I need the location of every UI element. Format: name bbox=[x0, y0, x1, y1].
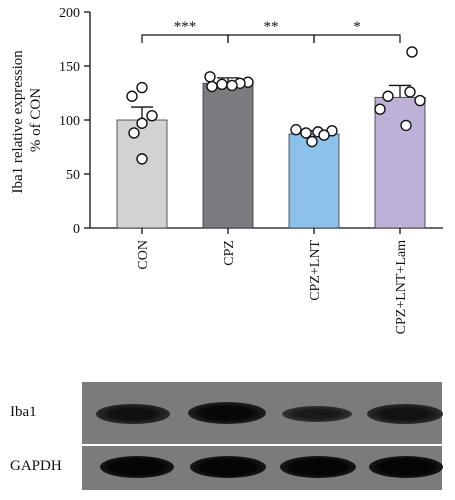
iba1-band-cpz-lnt-lam bbox=[367, 404, 443, 424]
significance-label: * bbox=[353, 19, 361, 35]
x-tick-label: CPZ+LNT bbox=[308, 240, 323, 301]
x-tick-label: CPZ bbox=[222, 240, 237, 266]
y-tick-label: 100 bbox=[59, 114, 80, 129]
significance-bracket-2 bbox=[313, 34, 401, 43]
y-tick-label: 200 bbox=[59, 6, 80, 21]
data-point bbox=[146, 109, 158, 122]
data-point bbox=[318, 129, 330, 141]
data-point bbox=[206, 80, 218, 93]
gapdh-band-cpz-lnt bbox=[280, 456, 356, 478]
data-point bbox=[382, 90, 394, 102]
western-blot-iba1 bbox=[82, 382, 443, 444]
data-point bbox=[290, 124, 302, 136]
data-point bbox=[204, 71, 216, 83]
significance-label: ** bbox=[264, 19, 279, 35]
iba1-band-cpz bbox=[188, 402, 266, 424]
significance-bracket-1 bbox=[227, 34, 315, 43]
data-point bbox=[226, 79, 238, 92]
data-point bbox=[300, 127, 312, 139]
y-tick-label: 150 bbox=[59, 60, 80, 75]
blot-label-iba1: Iba1 bbox=[10, 404, 37, 420]
iba1-band-con bbox=[96, 404, 170, 424]
y-tick-label: 0 bbox=[73, 222, 80, 237]
western-blot-gapdh bbox=[82, 446, 443, 490]
data-point bbox=[406, 46, 418, 58]
bar-chart: Iba1 relative expression % of CON 0 50 100… bbox=[10, 6, 443, 334]
data-point bbox=[136, 81, 148, 94]
gapdh-band-con bbox=[100, 456, 174, 478]
data-point bbox=[216, 78, 228, 91]
data-point bbox=[126, 90, 138, 102]
data-point bbox=[414, 94, 426, 107]
data-point bbox=[404, 86, 416, 98]
bar-3 bbox=[374, 96, 426, 229]
gapdh-band-cpz bbox=[190, 456, 266, 478]
data-point bbox=[136, 117, 148, 129]
bar-0 bbox=[116, 119, 168, 229]
y-axis-label-line1: Iba1 relative expression bbox=[10, 50, 26, 194]
y-tick-label: 50 bbox=[66, 168, 80, 183]
significance-label: *** bbox=[174, 19, 197, 35]
data-point bbox=[306, 135, 318, 148]
significance-bracket-0 bbox=[141, 34, 229, 43]
y-axis-label-line2: % of CON bbox=[28, 88, 44, 152]
bar-2 bbox=[288, 133, 340, 229]
y-axis-label: Iba1 relative expression % of CON bbox=[10, 46, 44, 193]
data-point bbox=[400, 119, 412, 132]
data-point bbox=[136, 153, 148, 165]
bar-1 bbox=[202, 82, 254, 229]
blot-label-gapdh: GAPDH bbox=[10, 458, 62, 474]
iba1-band-cpz-lnt bbox=[282, 406, 352, 422]
gapdh-band-cpz-lnt-lam bbox=[369, 456, 443, 478]
data-point bbox=[128, 127, 140, 139]
x-tick-label: CPZ+LNT+Lam bbox=[394, 240, 409, 334]
data-point bbox=[374, 103, 386, 115]
x-tick-label: CON bbox=[136, 240, 151, 270]
